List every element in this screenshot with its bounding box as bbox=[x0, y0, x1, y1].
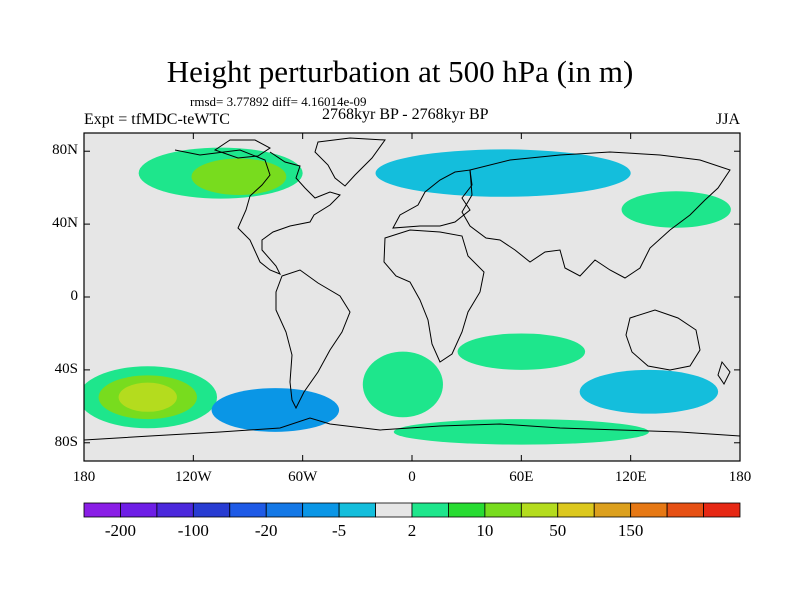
region-eurasia-arctic-negative bbox=[375, 149, 631, 197]
region-south-indian-positive bbox=[457, 333, 586, 370]
x-tick-label: 180 bbox=[728, 469, 752, 485]
colorbar-swatch bbox=[375, 502, 413, 518]
colorbar bbox=[83, 502, 741, 518]
region-east-asia-positive bbox=[621, 191, 731, 228]
colorbar-swatch bbox=[448, 502, 486, 518]
y-tick-label: 80N bbox=[52, 142, 78, 159]
coastline-greenland bbox=[314, 137, 386, 187]
colorbar-label: -20 bbox=[254, 521, 278, 540]
region-south-atlantic-negative bbox=[211, 388, 340, 432]
colorbar-swatch bbox=[229, 502, 267, 518]
x-tick-label: 120E bbox=[614, 469, 647, 485]
colorbar-swatch bbox=[666, 502, 704, 518]
coastline-south-america bbox=[275, 269, 351, 410]
x-tick-label: 60E bbox=[509, 469, 534, 485]
colorbar-label: -200 bbox=[104, 521, 137, 540]
colorbar-swatch bbox=[411, 502, 449, 518]
x-tick-label: 60W bbox=[288, 469, 318, 485]
colorbar-swatch bbox=[484, 502, 522, 518]
coastline-new-zealand bbox=[717, 360, 731, 385]
region-south-pacific-yellow bbox=[118, 382, 177, 412]
chart-title: Height perturbation at 500 hPa (in m) bbox=[166, 54, 634, 89]
colorbar-label: -5 bbox=[332, 521, 347, 540]
coastline-asia bbox=[461, 151, 731, 279]
region-antarctic-positive bbox=[393, 419, 649, 445]
coastline-australia bbox=[625, 309, 701, 371]
contour-fill-layer bbox=[84, 147, 731, 445]
colorbar-label: -100 bbox=[177, 521, 209, 540]
colorbar-swatch bbox=[192, 502, 231, 518]
colorbar-swatch bbox=[302, 502, 340, 518]
stats-label: rmsd= 3.77892 diff= 4.16014e-09 bbox=[190, 94, 367, 109]
y-tick-label: 40N bbox=[52, 215, 78, 232]
colorbar-swatch bbox=[703, 502, 741, 518]
x-tick-label: 180 bbox=[72, 469, 96, 485]
colorbar-label: 50 bbox=[549, 521, 567, 540]
colorbar-swatch bbox=[630, 502, 668, 518]
coastline-antarctica bbox=[84, 417, 740, 441]
colorbar-swatch bbox=[83, 502, 121, 518]
experiment-label: Expt = tfMDC-teWTC bbox=[84, 111, 230, 128]
x-tick-label: 0 bbox=[408, 469, 416, 485]
colorbar-label: 2 bbox=[407, 521, 417, 540]
colorbar-swatch bbox=[593, 502, 632, 518]
y-tick-label: 40S bbox=[54, 360, 78, 377]
coastline-africa bbox=[383, 229, 485, 363]
axis-ticks bbox=[83, 133, 741, 461]
season-label: JJA bbox=[716, 111, 741, 128]
colorbar-swatch bbox=[265, 502, 304, 518]
coastline-layer bbox=[84, 137, 740, 441]
colorbar-swatch bbox=[338, 502, 376, 518]
y-tick-label: 0 bbox=[70, 288, 79, 304]
coastline-north-america bbox=[174, 149, 341, 275]
region-south-atlantic-positive bbox=[362, 351, 443, 418]
period-label: 2768kyr BP - 2768kyr BP bbox=[322, 106, 489, 123]
region-southern-ocean-negative bbox=[579, 369, 719, 414]
colorbar-swatch bbox=[557, 502, 595, 518]
colorbar-label: 10 bbox=[476, 521, 494, 540]
colorbar-swatch bbox=[520, 502, 559, 518]
colorbar-swatch bbox=[156, 502, 194, 518]
coastline-arctic-islands bbox=[213, 139, 271, 159]
colorbar-swatch bbox=[120, 502, 158, 518]
y-tick-label: 80S bbox=[54, 433, 78, 450]
colorbar-label: 150 bbox=[617, 521, 644, 540]
region-canada-green-core bbox=[191, 158, 287, 195]
x-tick-label: 120W bbox=[174, 469, 212, 485]
